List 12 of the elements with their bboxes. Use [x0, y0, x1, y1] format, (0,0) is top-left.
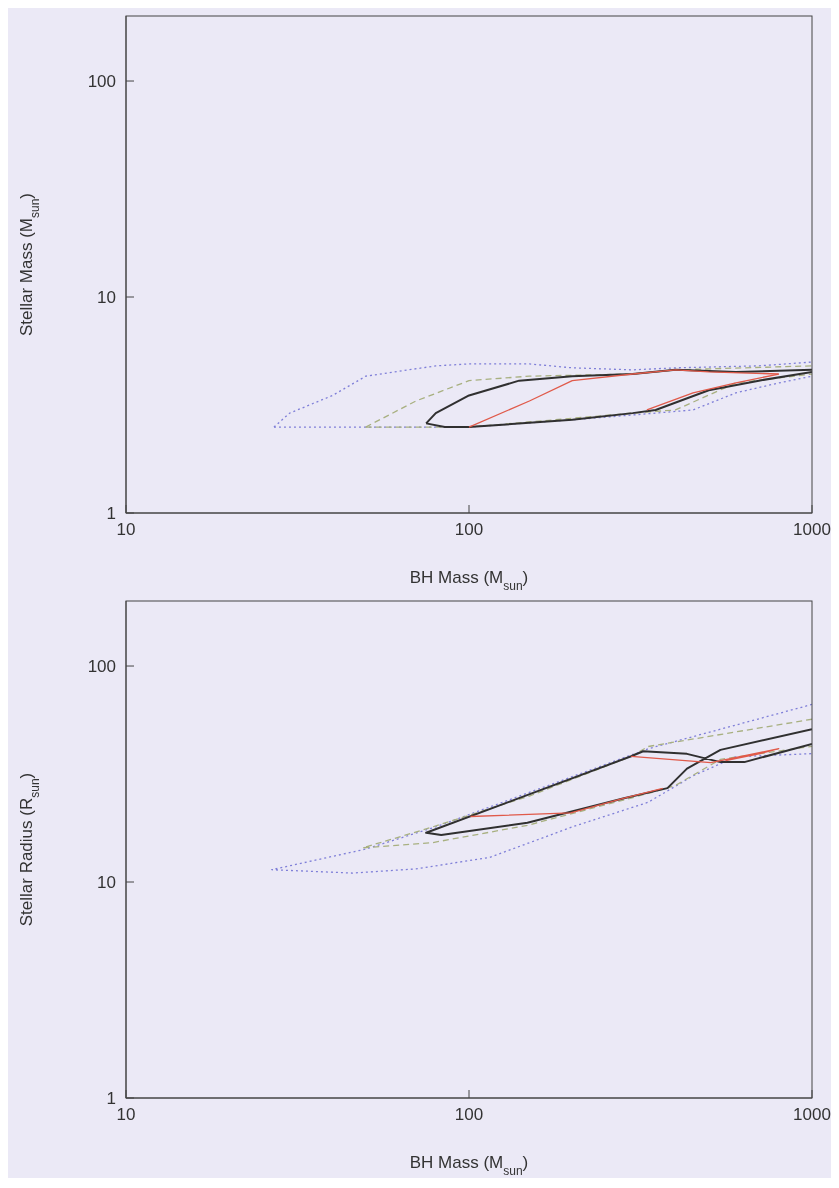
- y-tick-label: 1: [106, 504, 116, 524]
- x-tick-label: 100: [454, 1105, 484, 1125]
- x-axis-title: BH Mass (M$_{sun}$): [409, 568, 529, 593]
- x-tick-label: 100: [454, 520, 484, 540]
- x-tick-label: 1000: [793, 520, 831, 540]
- y-tick-label: 10: [97, 288, 116, 308]
- y-tick-label: 100: [87, 72, 116, 92]
- x-tick-label: 1000: [793, 1105, 831, 1125]
- y-tick-label: 10: [97, 873, 116, 893]
- x-axis-title: BH Mass (M$_{sun}$): [409, 1153, 529, 1178]
- y-tick-label: 1: [106, 1089, 116, 1109]
- y-tick-label: 100: [87, 657, 116, 677]
